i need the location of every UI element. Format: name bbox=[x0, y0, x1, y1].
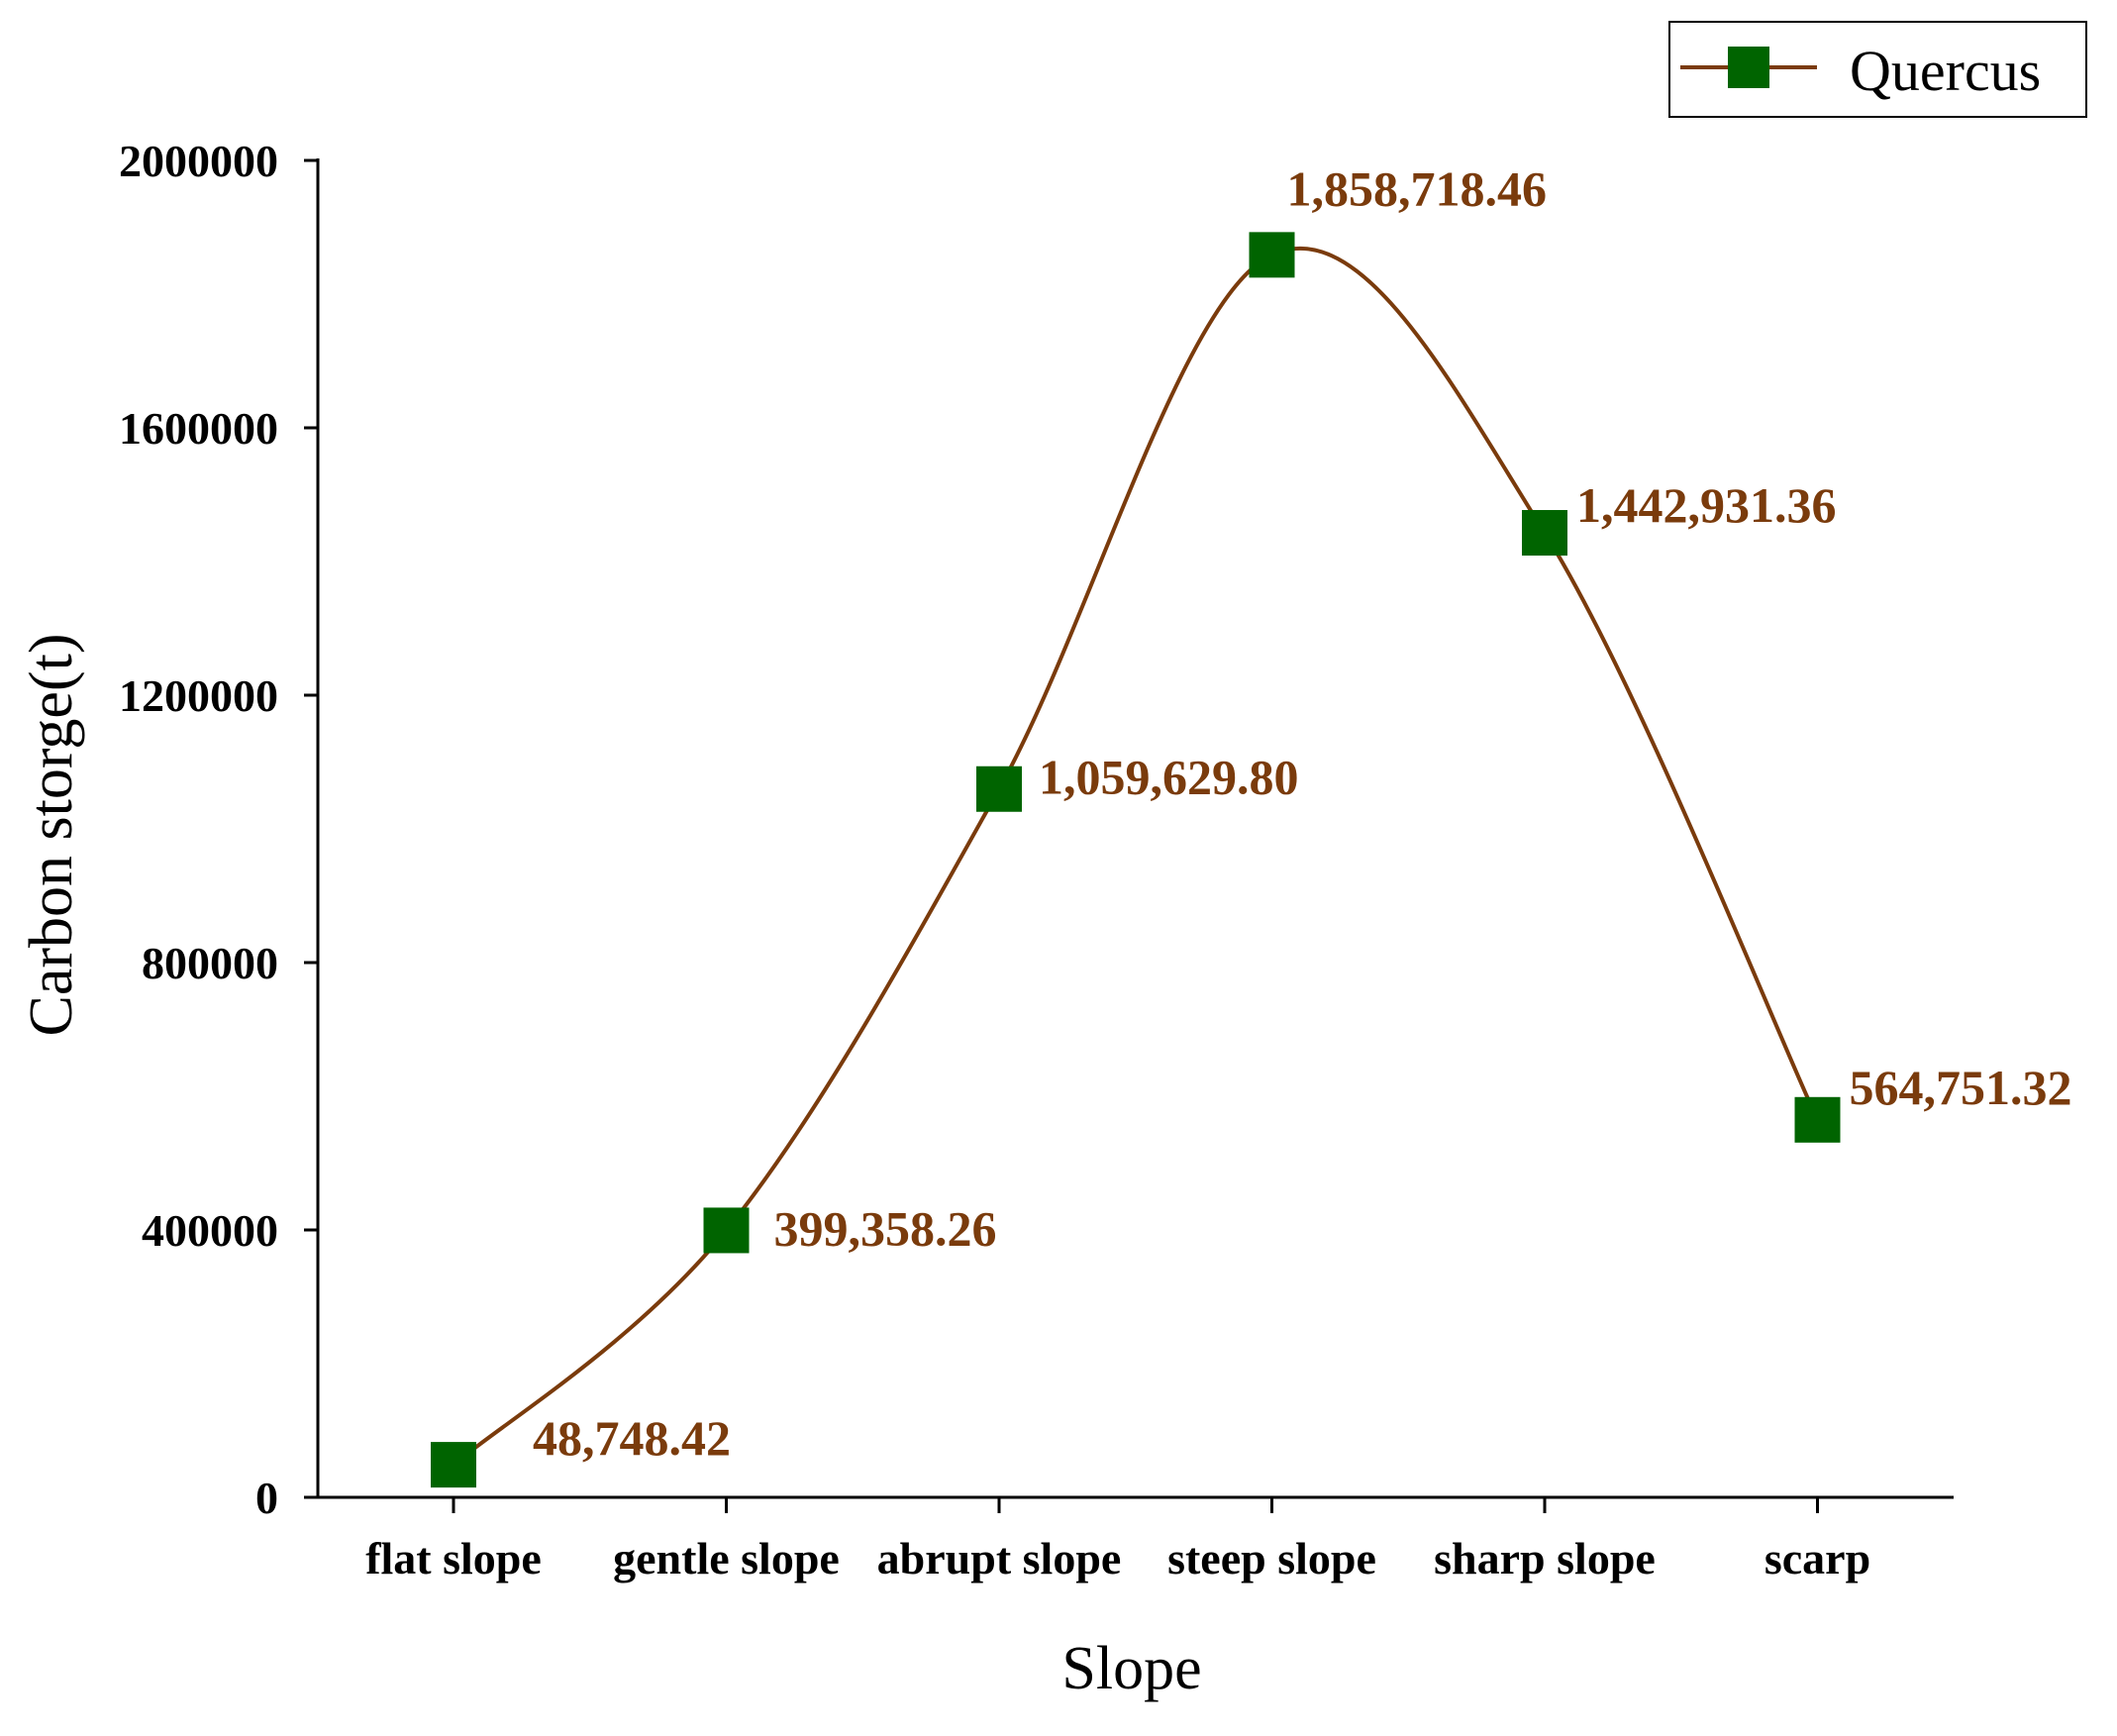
legend-series-name: Quercus bbox=[1850, 39, 2041, 103]
legend: Quercus bbox=[1668, 21, 2087, 118]
legend-marker bbox=[1728, 47, 1769, 88]
data-label: 1,059,629.80 bbox=[1039, 750, 1299, 805]
data-label: 48,748.42 bbox=[533, 1410, 731, 1466]
x-category-label: gentle slope bbox=[613, 1533, 840, 1583]
y-tick-label: 2000000 bbox=[119, 136, 278, 186]
data-point-marker bbox=[1249, 232, 1295, 278]
data-point-marker bbox=[703, 1207, 750, 1254]
series-line-layer bbox=[452, 246, 1820, 1467]
x-category-label: sharp slope bbox=[1434, 1533, 1656, 1583]
y-tick-label: 1200000 bbox=[119, 670, 278, 721]
series-line-quercus bbox=[452, 246, 1820, 1467]
data-point-marker bbox=[1522, 510, 1567, 557]
data-point-marker bbox=[1794, 1096, 1841, 1143]
data-label: 399,358.26 bbox=[774, 1200, 997, 1256]
x-categories: flat slope gentle slope abrupt slope steep … bbox=[365, 1497, 1870, 1583]
x-category-label: flat slope bbox=[365, 1533, 542, 1583]
y-tick-label: 400000 bbox=[142, 1205, 278, 1256]
x-category-label: abrupt slope bbox=[877, 1533, 1122, 1583]
axes bbox=[316, 158, 1954, 1499]
y-tick-label: 1600000 bbox=[119, 403, 278, 454]
data-label: 564,751.32 bbox=[1850, 1060, 2072, 1115]
data-labels: 48,748.42 399,358.26 1,059,629.80 1,858,718… bbox=[533, 160, 2072, 1466]
data-label: 1,442,931.36 bbox=[1576, 477, 1837, 533]
data-point-marker bbox=[976, 766, 1022, 812]
y-ticks: 0 400000 800000 1200000 1600000 2000000 bbox=[119, 136, 318, 1523]
y-tick-label: 0 bbox=[255, 1473, 278, 1523]
data-point-marker bbox=[431, 1442, 476, 1488]
series-markers bbox=[431, 232, 1841, 1488]
x-axis-title: Slope bbox=[1061, 1635, 1201, 1702]
data-label: 1,858,718.46 bbox=[1287, 160, 1548, 216]
y-axis-title: Carbon storge(t) bbox=[18, 634, 85, 1037]
x-category-label: steep slope bbox=[1167, 1533, 1376, 1583]
x-category-label: scarp bbox=[1764, 1533, 1870, 1583]
y-tick-label: 800000 bbox=[142, 938, 278, 988]
